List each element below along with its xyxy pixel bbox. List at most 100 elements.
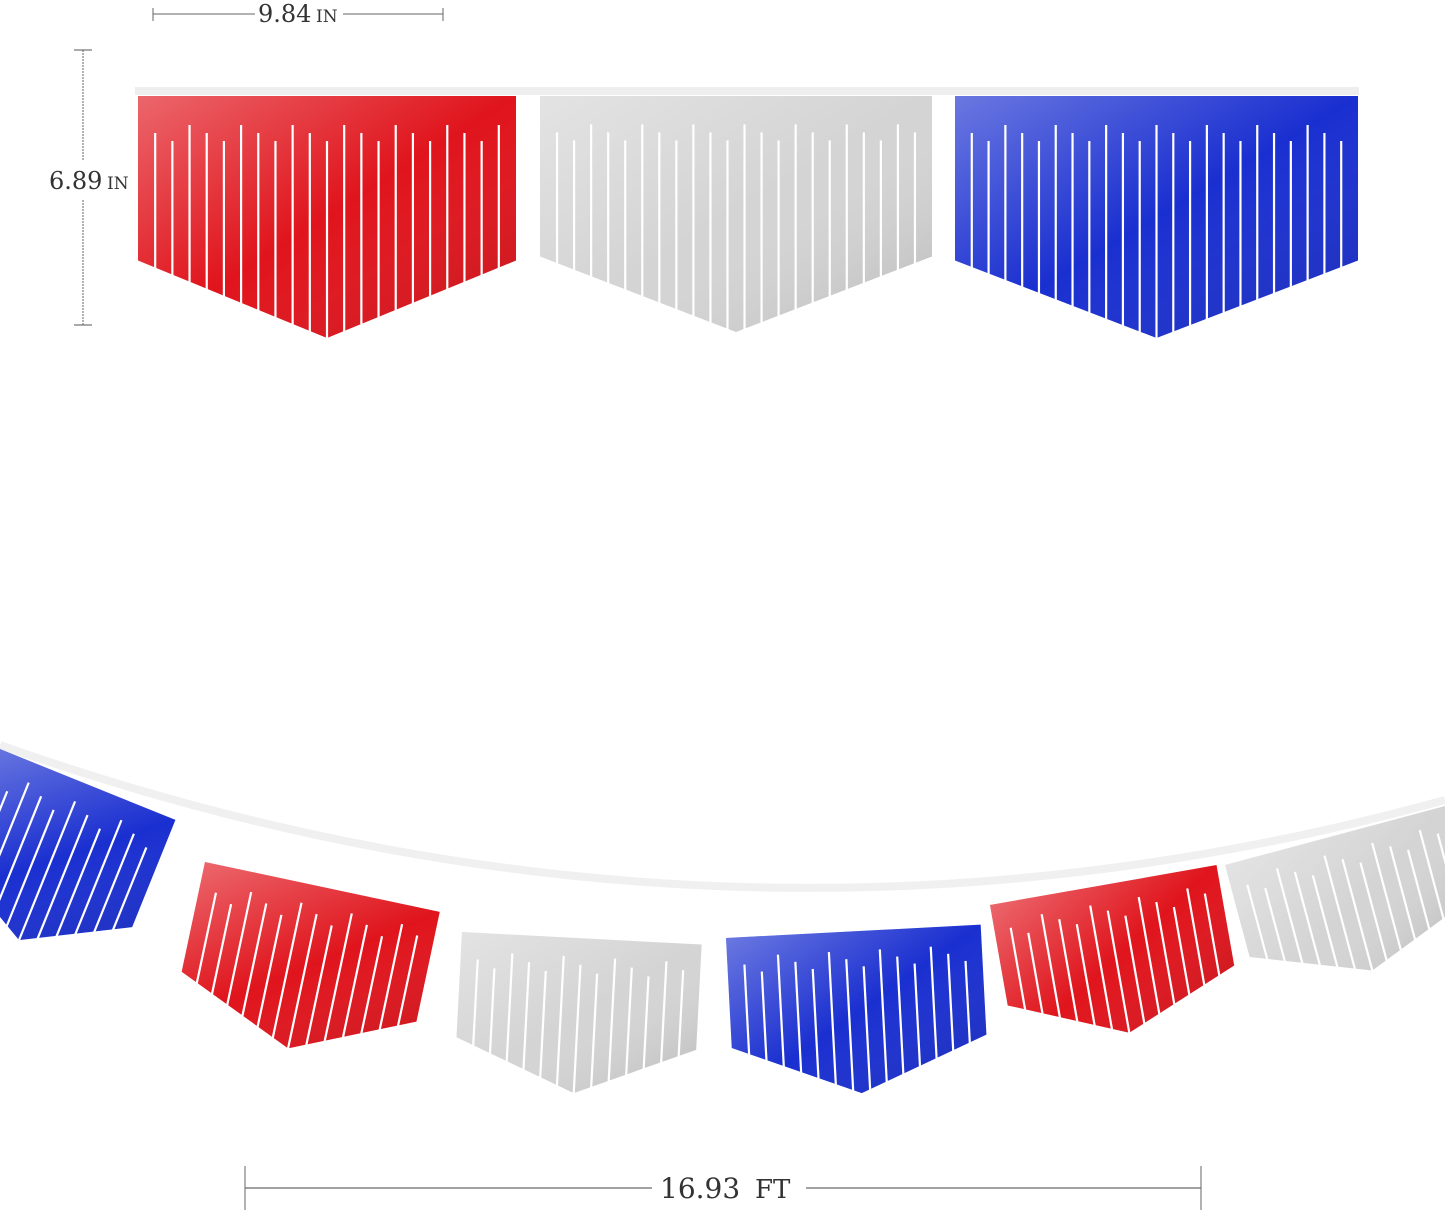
top-pennant-row bbox=[138, 96, 1358, 339]
fringe-slit bbox=[794, 961, 803, 1074]
fringe-slit bbox=[472, 959, 479, 1047]
length-dimension: 16.93 FT bbox=[244, 1166, 1202, 1210]
fringe-slit bbox=[1311, 875, 1339, 968]
fringe-slit bbox=[878, 949, 888, 1083]
fringe-slit bbox=[0, 790, 9, 883]
fringe-slit bbox=[743, 964, 751, 1056]
bottom-string bbox=[0, 741, 1445, 892]
fringe-slit bbox=[760, 971, 768, 1062]
fringe-slit bbox=[0, 782, 30, 898]
fringe-slit bbox=[378, 923, 404, 1031]
fringe-slit bbox=[1186, 888, 1206, 986]
fringe-slit bbox=[827, 952, 837, 1086]
fringe-slit bbox=[845, 959, 855, 1092]
blue-fringe-pennant bbox=[0, 745, 176, 942]
fringe-slit bbox=[195, 892, 218, 984]
fringe-slit bbox=[1155, 901, 1176, 1006]
fringe-slit bbox=[660, 961, 668, 1064]
width-unit: IN bbox=[316, 7, 338, 27]
fringe-slit bbox=[55, 828, 102, 938]
fringe-slit bbox=[1058, 919, 1079, 1023]
fringe-slit bbox=[396, 935, 419, 1027]
fringe-slit bbox=[341, 924, 368, 1039]
fringe-slit bbox=[1027, 932, 1044, 1015]
fringe-slit bbox=[360, 935, 384, 1035]
fringe-slit bbox=[1137, 896, 1161, 1015]
fringe-slit bbox=[93, 833, 135, 933]
blue-fringe-pennant bbox=[726, 924, 987, 1094]
fringe-slit bbox=[913, 963, 922, 1067]
length-value: 16.93 bbox=[660, 1172, 740, 1205]
fringe-slit bbox=[1436, 833, 1445, 910]
fringe-slit bbox=[947, 953, 955, 1052]
fringe-slit bbox=[625, 967, 633, 1076]
fringe-slit bbox=[111, 847, 148, 931]
fringe-slit bbox=[0, 795, 43, 913]
fringe-slit bbox=[811, 968, 820, 1080]
fringe-slit bbox=[488, 968, 496, 1055]
fringe-slit bbox=[1341, 858, 1374, 972]
fringe-slit bbox=[271, 902, 303, 1039]
fringe-slit bbox=[1203, 893, 1221, 977]
fringe-slit bbox=[1275, 868, 1304, 964]
fringe-slit bbox=[286, 913, 318, 1050]
fringe-slit bbox=[241, 903, 268, 1017]
fringe-slit bbox=[964, 960, 971, 1044]
length-unit: FT bbox=[755, 1175, 791, 1205]
fringe-slit bbox=[1406, 849, 1431, 930]
fringe-slit bbox=[539, 970, 547, 1079]
fringe-slit bbox=[677, 970, 685, 1058]
red-fringe-pennant bbox=[181, 862, 440, 1050]
fringe-slit bbox=[1009, 927, 1027, 1011]
fringe-slit bbox=[1089, 905, 1114, 1031]
fringe-slit bbox=[305, 925, 333, 1046]
fringe-slit bbox=[1389, 846, 1417, 941]
fringe-slit bbox=[572, 964, 582, 1095]
fringe-slit bbox=[555, 955, 565, 1087]
red-fringe-pennant bbox=[990, 865, 1235, 1034]
bottom-pennant-row bbox=[0, 745, 1445, 1095]
fringe-slit bbox=[1293, 871, 1322, 966]
top-string bbox=[135, 87, 1359, 95]
fringe-slit bbox=[256, 914, 283, 1028]
fringe-slit bbox=[862, 966, 872, 1091]
fringe-slit bbox=[522, 962, 531, 1071]
fringe-slit bbox=[642, 976, 650, 1070]
silver-fringe-pennant bbox=[456, 932, 702, 1095]
fringe-slit bbox=[1359, 862, 1388, 962]
red-fringe-pennant bbox=[138, 96, 516, 339]
fringe-slit bbox=[5, 809, 55, 927]
fringe-slit bbox=[1418, 829, 1445, 920]
blue-fringe-pennant bbox=[955, 96, 1358, 339]
width-dimension: 9.84 IN bbox=[152, 0, 444, 28]
fringe-slit bbox=[36, 814, 89, 940]
fringe-slit bbox=[896, 956, 905, 1075]
silver-fringe-pennant bbox=[540, 96, 932, 332]
fringe-slit bbox=[505, 953, 514, 1063]
fringe-slit bbox=[225, 891, 253, 1006]
fringe-slit bbox=[1075, 924, 1096, 1027]
fringe-slit bbox=[74, 819, 123, 935]
fringe-slit bbox=[1040, 913, 1062, 1019]
fringe-slit bbox=[210, 903, 233, 995]
fringe-slit bbox=[1264, 887, 1287, 963]
fringe-slit bbox=[776, 954, 785, 1068]
fringe-slit bbox=[607, 958, 617, 1082]
height-unit: IN bbox=[107, 174, 129, 194]
fringe-slit bbox=[1106, 910, 1131, 1034]
fringe-slit bbox=[323, 913, 353, 1042]
fringe-slit bbox=[1172, 906, 1191, 996]
fringe-slit bbox=[1323, 855, 1357, 970]
fringe-slit bbox=[1124, 915, 1146, 1025]
fringe-slit bbox=[1371, 842, 1403, 951]
width-value: 9.84 bbox=[258, 0, 311, 28]
silver-fringe-pennant bbox=[1225, 805, 1445, 972]
fringe-slit bbox=[590, 973, 599, 1088]
height-dimension: 6.89 IN bbox=[49, 49, 129, 326]
fringe-slit bbox=[929, 946, 938, 1060]
height-value: 6.89 bbox=[49, 167, 102, 195]
fringe-slit bbox=[1246, 884, 1269, 961]
fringe-slit bbox=[17, 800, 77, 942]
